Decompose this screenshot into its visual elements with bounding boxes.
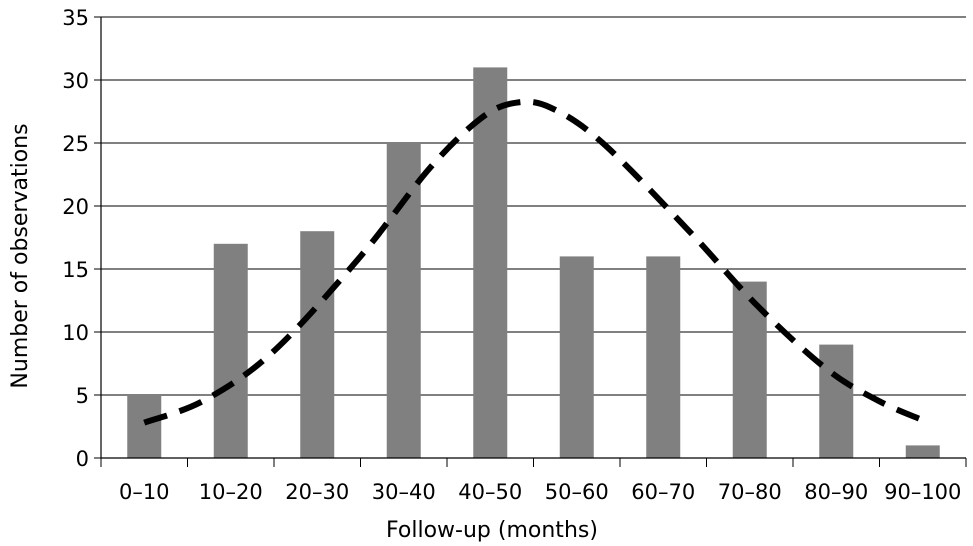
- dashed-curve: [143, 98, 924, 426]
- bars: [127, 67, 940, 459]
- bar: [300, 231, 335, 458]
- x-axis-label: Follow-up (months): [386, 518, 598, 543]
- axes: [94, 16, 967, 467]
- y-tick-label: 25: [62, 132, 89, 156]
- x-tick-label: 60–70: [631, 480, 695, 504]
- x-tick-label: 20–30: [285, 480, 349, 504]
- bar: [386, 143, 421, 458]
- x-tick-label: 70–80: [718, 480, 782, 504]
- bar: [473, 67, 508, 459]
- y-tick-labels: 0 5 10 15 20 25 30 35: [62, 6, 89, 471]
- bar: [127, 395, 162, 458]
- bar: [213, 243, 248, 458]
- y-tick-label: 30: [62, 69, 89, 93]
- y-tick-label: 10: [62, 321, 89, 345]
- x-tick-label: 10–20: [199, 480, 263, 504]
- y-tick-label: 0: [76, 447, 89, 471]
- bar: [819, 344, 854, 458]
- bar: [646, 256, 681, 458]
- x-tick-labels: 0–10 10–20 20–30 30–40 40–50 50–60 60–70 70–80 8…: [119, 480, 961, 504]
- x-tick-label: 90–100: [884, 480, 961, 504]
- x-tick-label: 30–40: [372, 480, 436, 504]
- y-tick-label: 15: [62, 258, 89, 282]
- bar: [559, 256, 594, 458]
- x-tick-label: 50–60: [545, 480, 609, 504]
- y-axis-label: Number of observations: [8, 123, 33, 388]
- y-tick-label: 5: [76, 384, 89, 408]
- bar: [905, 445, 940, 458]
- x-tick-label: 80–90: [804, 480, 868, 504]
- x-tick-label: 40–50: [458, 480, 522, 504]
- y-tick-label: 20: [62, 195, 89, 219]
- fitted-curve: [143, 98, 924, 426]
- y-tick-label: 35: [62, 6, 89, 30]
- x-tick-label: 0–10: [119, 480, 170, 504]
